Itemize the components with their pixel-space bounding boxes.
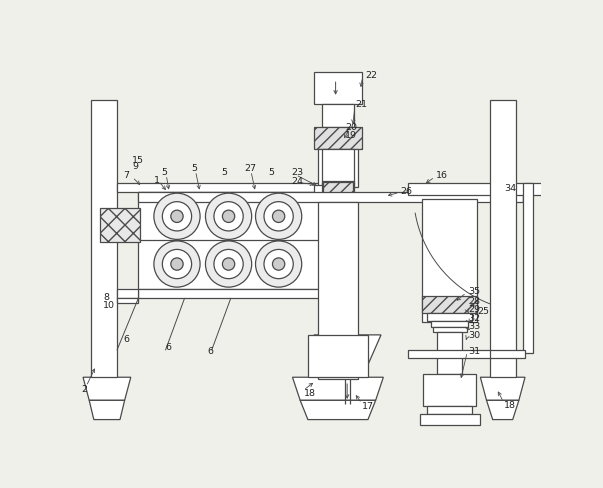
Bar (318, 149, 358, 188)
Text: 24: 24 (291, 177, 303, 186)
Text: 22: 22 (365, 71, 377, 80)
Bar (117, 184, 321, 193)
Text: 30: 30 (468, 331, 480, 340)
Bar (322, 104, 354, 128)
Polygon shape (83, 377, 131, 401)
Text: 34: 34 (504, 183, 516, 192)
Bar (314, 185, 328, 195)
Bar (323, 183, 353, 194)
Text: 10: 10 (103, 300, 115, 309)
Bar (314, 128, 362, 149)
Bar (523, 184, 532, 353)
Bar (437, 332, 462, 374)
Circle shape (154, 242, 200, 287)
Circle shape (154, 194, 200, 240)
Text: 15: 15 (132, 156, 144, 164)
Circle shape (162, 250, 192, 279)
Bar (428, 314, 472, 322)
Bar (318, 202, 358, 379)
Bar (432, 327, 467, 332)
Circle shape (162, 202, 192, 231)
Text: 6: 6 (165, 342, 171, 351)
Text: 29: 29 (468, 305, 480, 314)
Text: 9: 9 (132, 162, 138, 171)
Text: 26: 26 (400, 186, 412, 195)
Text: 2: 2 (81, 385, 87, 393)
Text: 5: 5 (222, 168, 228, 177)
Bar (314, 72, 362, 104)
Text: 31: 31 (468, 346, 480, 355)
Text: 5: 5 (191, 164, 197, 173)
Bar (523, 193, 531, 202)
Bar (490, 350, 525, 358)
Circle shape (264, 202, 293, 231)
Circle shape (171, 211, 183, 223)
Text: 21: 21 (356, 100, 368, 109)
Bar (322, 149, 354, 188)
Bar (423, 374, 476, 407)
Circle shape (256, 194, 302, 240)
Text: 6: 6 (123, 335, 129, 344)
Circle shape (264, 250, 293, 279)
Bar (117, 298, 139, 303)
Bar (322, 182, 354, 195)
Bar (408, 350, 491, 358)
Bar (139, 193, 523, 202)
Bar (420, 414, 479, 425)
Polygon shape (314, 335, 381, 379)
Text: 6: 6 (208, 346, 214, 355)
Bar (117, 289, 139, 298)
Bar (428, 407, 472, 414)
Bar (490, 101, 516, 377)
Text: 32: 32 (468, 313, 480, 322)
Text: 19: 19 (345, 131, 357, 140)
Text: 8: 8 (103, 292, 109, 301)
Circle shape (273, 258, 285, 271)
Polygon shape (292, 377, 384, 401)
Bar (139, 193, 321, 289)
Text: 33: 33 (468, 322, 481, 330)
Bar (422, 297, 478, 314)
Text: 16: 16 (436, 171, 447, 180)
Circle shape (214, 202, 243, 231)
Polygon shape (481, 377, 525, 401)
Bar (139, 289, 321, 298)
Circle shape (206, 194, 251, 240)
Bar (308, 335, 368, 377)
Circle shape (206, 242, 251, 287)
Polygon shape (487, 401, 519, 420)
Text: 17: 17 (362, 402, 374, 410)
Polygon shape (89, 401, 125, 420)
Text: 7: 7 (123, 171, 129, 180)
Bar (100, 208, 140, 243)
Text: 20: 20 (345, 123, 357, 132)
Bar (408, 184, 543, 195)
Text: 27: 27 (245, 164, 257, 173)
Text: 28: 28 (468, 296, 480, 305)
Polygon shape (300, 401, 376, 420)
Circle shape (214, 250, 243, 279)
Text: 25: 25 (478, 306, 489, 315)
Bar (431, 322, 468, 327)
Circle shape (223, 258, 235, 271)
Text: 18: 18 (504, 400, 516, 409)
Circle shape (273, 211, 285, 223)
Text: 35: 35 (468, 286, 480, 295)
Text: 5: 5 (162, 168, 168, 177)
Bar (422, 199, 478, 322)
Bar (90, 101, 117, 377)
Text: 1: 1 (154, 176, 160, 184)
Text: 5: 5 (268, 168, 274, 177)
Circle shape (171, 258, 183, 271)
Text: 18: 18 (304, 388, 316, 397)
Circle shape (223, 211, 235, 223)
Circle shape (256, 242, 302, 287)
Text: 23: 23 (291, 168, 303, 177)
